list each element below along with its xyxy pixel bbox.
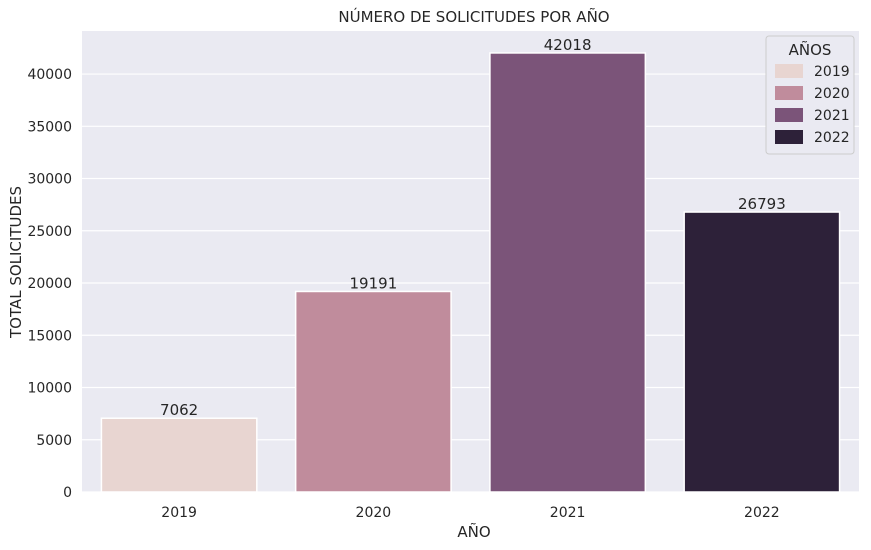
legend-label: 2021 — [814, 108, 850, 124]
y-tick-label: 40000 — [27, 67, 72, 83]
data-label: 19191 — [350, 274, 398, 292]
data-label: 42018 — [544, 36, 592, 54]
bars — [100, 52, 841, 493]
x-tick-label: 2022 — [744, 505, 780, 521]
y-tick-label: 30000 — [27, 172, 72, 188]
x-tick-label: 2019 — [161, 505, 197, 521]
bar-2019 — [100, 417, 258, 493]
y-tick-label: 35000 — [27, 119, 72, 135]
x-tick-label: 2021 — [550, 505, 586, 521]
legend-swatch — [775, 86, 803, 100]
legend-label: 2020 — [814, 86, 850, 102]
x-axis-title: AÑO — [457, 522, 490, 541]
legend-label: 2019 — [814, 64, 850, 80]
y-tick-label: 10000 — [27, 381, 72, 397]
y-axis-title: TOTAL SOLICITUDES — [7, 186, 25, 339]
y-tick-labels: 0 5000 10000 15000 20000 25000 30000 35000 40000 — [27, 67, 72, 501]
legend-swatch — [775, 108, 803, 122]
x-tick-labels: 2019 2020 2021 2022 — [161, 505, 779, 521]
chart-title: NÚMERO DE SOLICITUDES POR AÑO — [338, 7, 609, 26]
legend-title: AÑOS — [789, 40, 832, 59]
legend-swatch — [775, 130, 803, 144]
data-label: 7062 — [160, 401, 198, 419]
legend-swatch — [775, 64, 803, 78]
y-tick-label: 20000 — [27, 276, 72, 292]
x-tick-label: 2020 — [356, 505, 392, 521]
y-tick-label: 15000 — [27, 328, 72, 344]
legend: AÑOS 2019 2020 2021 2022 — [765, 35, 855, 155]
bar-2022 — [683, 211, 841, 493]
data-labels: 7062 19191 42018 26793 — [160, 36, 786, 419]
y-tick-label: 25000 — [27, 224, 72, 240]
legend-label: 2022 — [814, 130, 850, 146]
bar-2020 — [294, 290, 452, 493]
bar-2021 — [489, 52, 647, 493]
data-label: 26793 — [738, 195, 786, 213]
y-tick-label: 5000 — [36, 433, 72, 449]
y-tick-label: 0 — [63, 485, 72, 501]
